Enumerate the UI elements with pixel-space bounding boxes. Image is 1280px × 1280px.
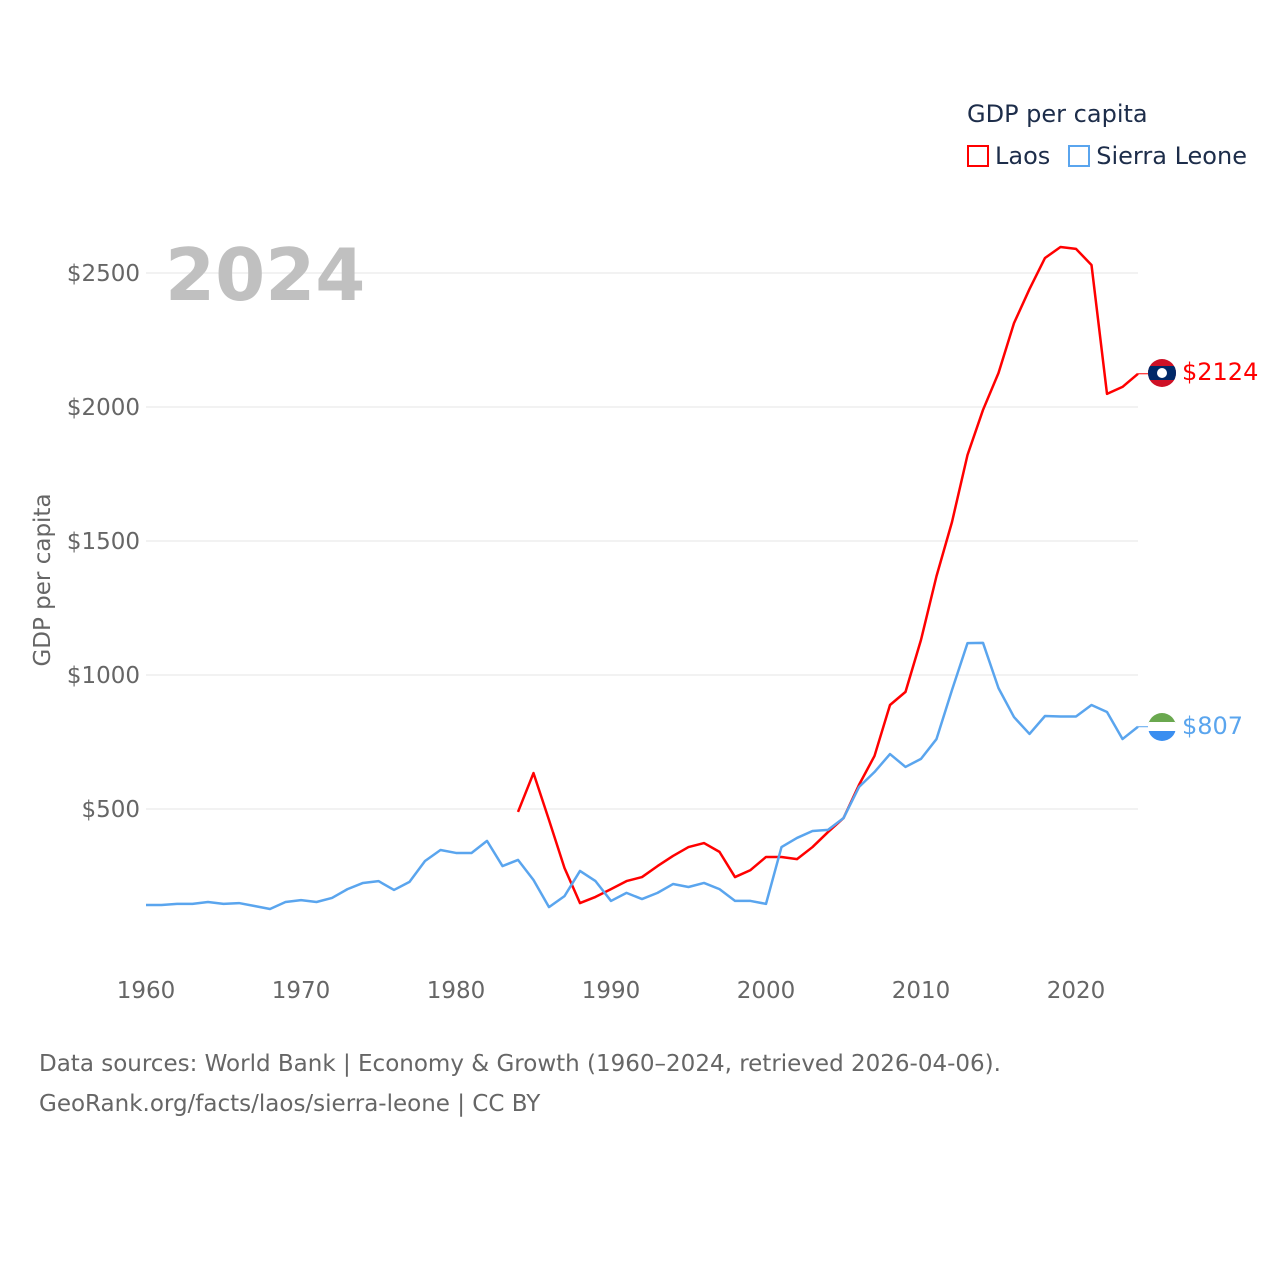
series-line-laos — [516, 245, 1139, 905]
footer: Data sources: World Bank | Economy & Gro… — [39, 1044, 1001, 1124]
series-line-sierra-leone — [146, 641, 1139, 911]
y-tick-label: $2500 — [67, 261, 140, 287]
y-tick-label: $1000 — [67, 663, 140, 689]
x-tick-label: 2000 — [737, 978, 796, 1004]
y-axis-label: GDP per capita — [30, 493, 56, 666]
laos-end-label: $2124 — [1182, 358, 1258, 386]
laos-flag-icon — [1148, 359, 1176, 387]
x-tick-label: 2020 — [1047, 978, 1106, 1004]
x-tick-label: 1980 — [427, 978, 486, 1004]
x-tick-label: 1990 — [582, 978, 641, 1004]
y-tick-label: $2000 — [67, 395, 140, 421]
y-axis-ticks: $500 $1000 $1500 $2000 $2500 — [67, 261, 140, 823]
legend-swatch — [967, 145, 989, 167]
x-tick-label: 2010 — [892, 978, 951, 1004]
sierra-leone-flag-icon — [1148, 713, 1176, 741]
year-watermark: 2024 — [165, 233, 365, 317]
data-source-text: Data sources: World Bank | Economy & Gro… — [39, 1051, 1001, 1077]
attribution-link[interactable]: GeoRank.org/facts/laos/sierra-leone | CC… — [39, 1091, 541, 1117]
gridlines — [146, 272, 1138, 810]
y-tick-label: $500 — [81, 797, 140, 823]
legend-label: Sierra Leone — [1096, 142, 1247, 170]
legend-label: Laos — [995, 142, 1051, 170]
legend: Laos Sierra Leone — [967, 142, 1247, 170]
x-tick-label: 1970 — [272, 978, 331, 1004]
x-axis-ticks: 1960 1970 1980 1990 2000 2010 2020 — [117, 978, 1106, 1004]
sierra-leone-end-label: $807 — [1182, 712, 1243, 740]
legend-item-sierra-leone[interactable]: Sierra Leone — [1068, 142, 1247, 170]
legend-item-laos[interactable]: Laos — [967, 142, 1050, 170]
legend-swatch — [1068, 145, 1091, 167]
legend-title: GDP per capita — [967, 100, 1148, 128]
y-tick-label: $1500 — [67, 529, 140, 555]
series-lines — [146, 245, 1148, 911]
x-tick-label: 1960 — [117, 978, 176, 1004]
